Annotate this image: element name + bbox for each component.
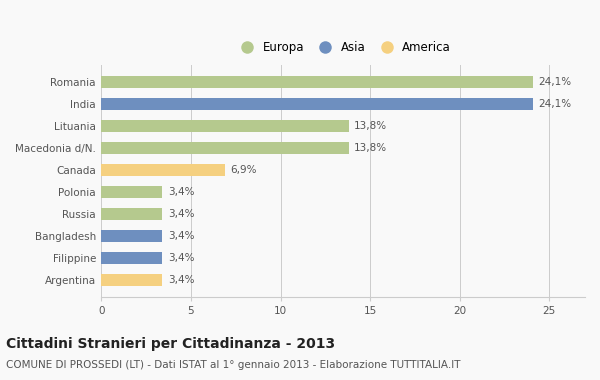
Text: COMUNE DI PROSSEDI (LT) - Dati ISTAT al 1° gennaio 2013 - Elaborazione TUTTITALI: COMUNE DI PROSSEDI (LT) - Dati ISTAT al … bbox=[6, 360, 461, 370]
Text: 24,1%: 24,1% bbox=[538, 77, 572, 87]
Bar bbox=[101, 230, 163, 242]
Text: 13,8%: 13,8% bbox=[354, 143, 387, 153]
Text: 6,9%: 6,9% bbox=[230, 165, 257, 175]
Bar bbox=[101, 252, 163, 264]
Bar bbox=[101, 98, 533, 110]
Text: 3,4%: 3,4% bbox=[167, 209, 194, 219]
Bar bbox=[101, 208, 163, 220]
Legend: Europa, Asia, America: Europa, Asia, America bbox=[233, 39, 453, 57]
Bar bbox=[101, 186, 163, 198]
Text: 3,4%: 3,4% bbox=[167, 187, 194, 197]
Text: 24,1%: 24,1% bbox=[538, 99, 572, 109]
Bar bbox=[101, 76, 533, 88]
Bar bbox=[101, 164, 225, 176]
Bar bbox=[101, 120, 349, 132]
Text: 13,8%: 13,8% bbox=[354, 121, 387, 131]
Text: 3,4%: 3,4% bbox=[167, 253, 194, 263]
Text: Cittadini Stranieri per Cittadinanza - 2013: Cittadini Stranieri per Cittadinanza - 2… bbox=[6, 337, 335, 351]
Text: 3,4%: 3,4% bbox=[167, 231, 194, 241]
Bar bbox=[101, 142, 349, 154]
Text: 3,4%: 3,4% bbox=[167, 275, 194, 285]
Bar bbox=[101, 274, 163, 286]
